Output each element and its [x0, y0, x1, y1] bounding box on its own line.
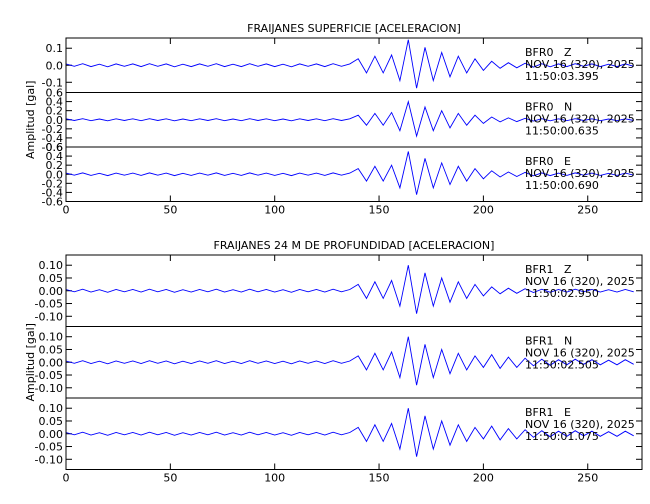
y-tick-label: -0.1 — [42, 76, 63, 89]
y-tick-label: -0.05 — [35, 369, 63, 382]
trace-time: 11:50:03.395 — [525, 70, 599, 83]
panel-frame — [65, 397, 643, 470]
y-tick-label: 0.00 — [39, 285, 64, 298]
trace-time: 11:50:02.950 — [525, 287, 599, 300]
y-tick-label: 0.6 — [46, 141, 64, 154]
y-tick-label: 0.4 — [46, 96, 64, 109]
trace-time: 11:50:00.635 — [525, 125, 599, 138]
y-tick-label: -0.2 — [42, 177, 63, 190]
trace-date: NOV 16 (320), 2025 — [525, 167, 635, 180]
y-tick-label: 0.0 — [46, 168, 64, 181]
trace-time: 11:50:01.075 — [525, 430, 599, 443]
y-tick-label: 0.05 — [39, 272, 64, 285]
y-tick-label: 0.00 — [39, 428, 64, 441]
x-tick-label: 0 — [63, 204, 70, 217]
trace-date: NOV 16 (320), 2025 — [525, 275, 635, 288]
x-tick-label: 250 — [577, 472, 598, 485]
y-tick-label: 0.2 — [46, 105, 64, 118]
trace-date: NOV 16 (320), 2025 — [525, 58, 635, 71]
y-tick-label: -0.2 — [42, 123, 63, 136]
station-label: BFR1 E — [525, 406, 571, 419]
y-tick-label: 0.6 — [46, 87, 64, 100]
x-tick-label: 50 — [163, 472, 177, 485]
y-tick-label: -0.05 — [35, 441, 63, 454]
waveform — [65, 99, 634, 138]
station-label: BFR1 Z — [525, 263, 572, 276]
y-tick-label: -0.6 — [42, 141, 63, 154]
y-axis-label: Amplitud [gal] — [24, 323, 37, 401]
station-label: BFR0 E — [525, 155, 571, 168]
y-tick-label: -0.10 — [35, 453, 63, 466]
x-tick-label: 250 — [577, 204, 598, 217]
trace-time: 11:50:00.690 — [525, 179, 599, 192]
y-tick-label: 0.10 — [39, 259, 64, 272]
y-tick-label: 0.10 — [39, 402, 64, 415]
trace-date: NOV 16 (320), 2025 — [525, 347, 635, 360]
waveform — [65, 151, 634, 195]
y-tick-label: 0.05 — [39, 343, 64, 356]
trace-date: NOV 16 (320), 2025 — [525, 418, 635, 431]
y-tick-label: 0.2 — [46, 159, 64, 172]
x-tick-label: 150 — [369, 204, 390, 217]
x-tick-label: 50 — [163, 204, 177, 217]
station-label: BFR1 N — [525, 335, 572, 348]
y-tick-label: -0.4 — [42, 132, 63, 145]
station-label: BFR0 N — [525, 101, 572, 114]
y-tick-label: -0.05 — [35, 298, 63, 311]
y-tick-label: 0.10 — [39, 331, 64, 344]
y-tick-label: -0.10 — [35, 310, 63, 323]
y-tick-label: 0.00 — [39, 356, 64, 369]
y-axis-label: Amplitud [gal] — [24, 81, 37, 159]
waveform — [65, 265, 634, 314]
y-tick-label: -0.10 — [35, 382, 63, 395]
y-tick-label: -0.4 — [42, 186, 63, 199]
y-tick-label: 0.0 — [46, 114, 64, 127]
waveform — [65, 39, 634, 89]
y-tick-label: 0.0 — [46, 59, 64, 72]
x-tick-label: 150 — [369, 472, 390, 485]
chart-title: FRAIJANES 24 M DE PROFUNDIDAD [ACELERACI… — [214, 239, 495, 252]
x-tick-label: 200 — [473, 472, 494, 485]
x-tick-label: 0 — [63, 472, 70, 485]
panel-frame — [65, 146, 643, 202]
y-tick-label: 0.1 — [46, 42, 64, 55]
x-tick-label: 200 — [473, 204, 494, 217]
trace-date: NOV 16 (320), 2025 — [525, 113, 635, 126]
chart-title: FRAIJANES SUPERFICIE [ACELERACION] — [247, 22, 461, 35]
x-tick-label: 100 — [264, 472, 285, 485]
station-label: BFR0 Z — [525, 46, 572, 59]
waveform — [65, 336, 634, 386]
waveform — [65, 408, 634, 457]
y-tick-label: -0.6 — [42, 196, 63, 209]
y-tick-label: 0.4 — [46, 150, 64, 163]
x-tick-label: 100 — [264, 204, 285, 217]
trace-time: 11:50:02.505 — [525, 359, 599, 372]
y-tick-label: 0.05 — [39, 415, 64, 428]
